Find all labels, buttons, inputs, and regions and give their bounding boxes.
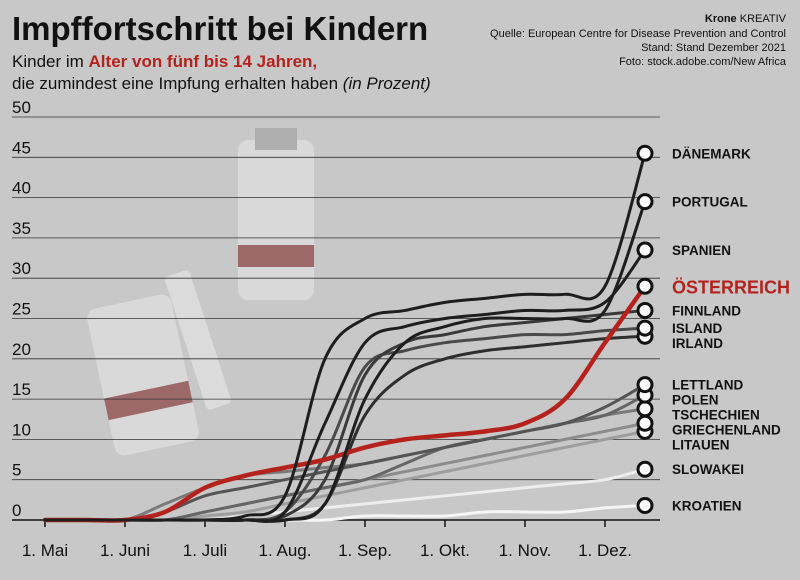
legend-label: FINNLAND	[672, 303, 741, 318]
y-tick-label: 10	[12, 420, 31, 439]
background-photo	[87, 128, 314, 456]
y-tick-label: 45	[12, 138, 31, 157]
subtitle: die zumindest eine Impfung erhalten habe…	[12, 74, 431, 93]
end-marker	[636, 496, 654, 514]
x-tick-label: 1. Juni	[100, 541, 150, 560]
brand-name: Krone	[705, 13, 737, 25]
subtitle-unit: (in Prozent)	[343, 74, 431, 93]
legend-label: KROATIEN	[672, 498, 742, 513]
y-tick-label: 35	[12, 219, 31, 238]
x-tick-label: 1. Aug.	[259, 541, 312, 560]
legend-label: SPANIEN	[672, 243, 731, 258]
end-marker	[636, 241, 654, 259]
y-tick-label: 30	[12, 259, 31, 278]
legend-label: ÖSTERREICH	[672, 277, 790, 297]
x-tick-label: 1. Nov.	[499, 541, 552, 560]
legend-label: GRIECHENLAND	[672, 423, 781, 438]
legend-label: ISLAND	[672, 321, 723, 336]
x-tick-label: 1. Juli	[183, 541, 227, 560]
brand-suffix: KREATIV	[740, 13, 787, 25]
end-marker	[636, 319, 654, 337]
source-line: Quelle: European Centre for Disease Prev…	[490, 28, 786, 40]
y-tick-label: 0	[12, 501, 21, 520]
x-tick-label: 1. Dez.	[578, 541, 632, 560]
y-tick-label: 50	[12, 98, 31, 117]
x-tick-label: 1. Mai	[22, 541, 68, 560]
legend-label: LITAUEN	[672, 438, 730, 453]
subtitle-text: Kinder im	[12, 52, 89, 71]
end-marker	[636, 144, 654, 162]
end-marker	[636, 301, 654, 319]
y-tick-label: 5	[12, 461, 21, 480]
x-tick-label: 1. Sep.	[338, 541, 392, 560]
x-tick-label: 1. Okt.	[420, 541, 470, 560]
legend-label: DÄNEMARK	[672, 146, 751, 161]
y-tick-label: 40	[12, 179, 31, 198]
end-marker	[636, 277, 654, 295]
subtitle-highlight: Alter von fünf bis 14 Jahren,	[89, 52, 318, 71]
legend-label: LETTLAND	[672, 378, 743, 393]
series-line	[42, 284, 648, 523]
subtitle-text: die zumindest eine Impfung erhalten habe…	[12, 74, 338, 93]
source-line: Foto: stock.adobe.com/New Africa	[619, 56, 787, 68]
subtitle: Kinder im Alter von fünf bis 14 Jahren,	[12, 52, 317, 71]
legend-label: IRLAND	[672, 336, 723, 351]
y-tick-label: 20	[12, 340, 31, 359]
y-tick-label: 25	[12, 300, 31, 319]
legend-label: PORTUGAL	[672, 195, 748, 210]
end-marker	[636, 414, 654, 432]
y-tick-label: 15	[12, 380, 31, 399]
chart-title: Impffortschritt bei Kindern	[12, 10, 428, 47]
legend-label: POLEN	[672, 393, 719, 408]
series-line	[43, 151, 647, 522]
end-marker	[636, 460, 654, 478]
end-marker	[636, 376, 654, 394]
source-line: Stand: Stand Dezember 2021	[641, 42, 786, 54]
end-marker	[636, 400, 654, 418]
legend-label: SLOWAKEI	[672, 462, 744, 477]
legend-label: TSCHECHIEN	[672, 408, 760, 423]
brand: Krone KREATIV	[705, 13, 787, 25]
end-marker	[636, 193, 654, 211]
